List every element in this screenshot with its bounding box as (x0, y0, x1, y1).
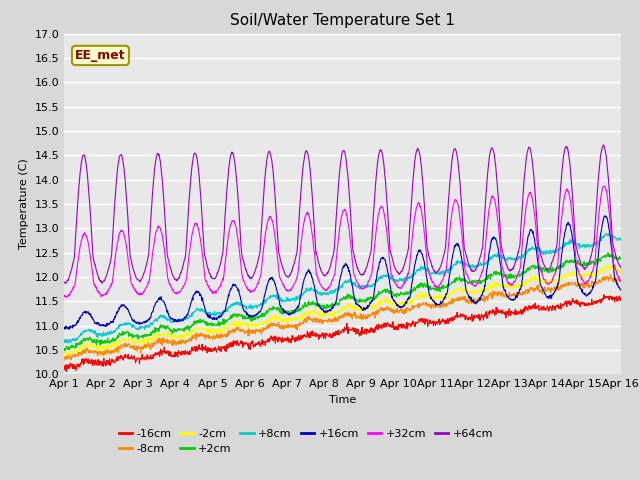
X-axis label: Time: Time (329, 395, 356, 405)
Y-axis label: Temperature (C): Temperature (C) (19, 158, 29, 250)
Title: Soil/Water Temperature Set 1: Soil/Water Temperature Set 1 (230, 13, 455, 28)
Text: EE_met: EE_met (75, 49, 126, 62)
Legend: -16cm, -8cm, -2cm, +2cm, +8cm, +16cm, +32cm, +64cm: -16cm, -8cm, -2cm, +2cm, +8cm, +16cm, +3… (114, 424, 497, 459)
